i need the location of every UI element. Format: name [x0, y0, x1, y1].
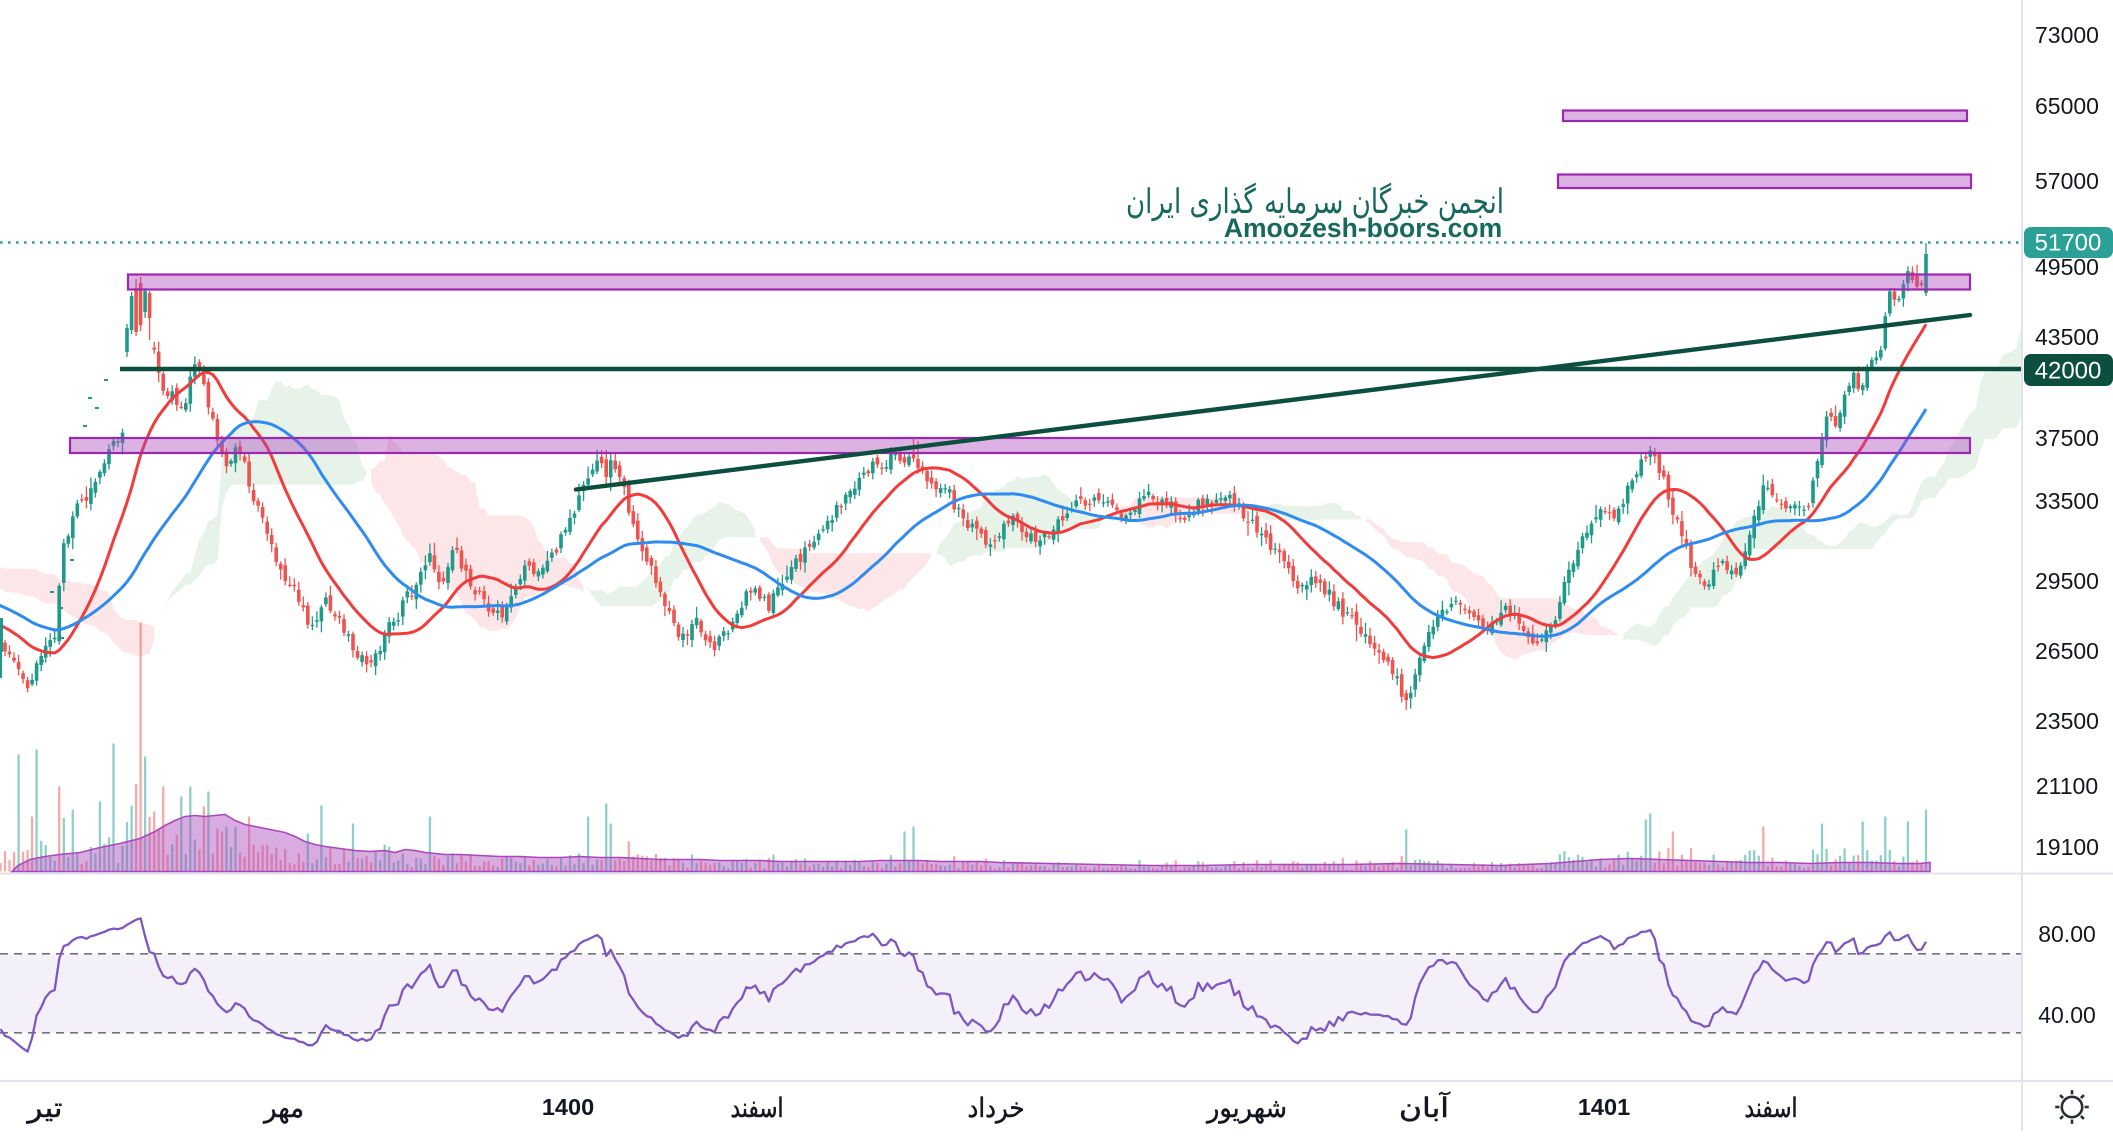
svg-text:65000: 65000 [2035, 93, 2099, 119]
svg-text:21100: 21100 [2036, 773, 2098, 799]
svg-text:42000: 42000 [2035, 358, 2102, 385]
svg-text:33500: 33500 [2035, 488, 2099, 514]
svg-text:Amoozesh-boors.com: Amoozesh-boors.com [1224, 213, 1502, 243]
svg-text:73000: 73000 [2035, 22, 2099, 48]
svg-text:43500: 43500 [2035, 324, 2099, 350]
svg-text:29500: 29500 [2035, 568, 2099, 594]
svg-text:19100: 19100 [2035, 834, 2099, 860]
svg-text:1400: 1400 [542, 1094, 594, 1120]
svg-text:37500: 37500 [2035, 425, 2099, 451]
svg-text:40.00: 40.00 [2038, 1002, 2096, 1028]
svg-text:23500: 23500 [2035, 708, 2099, 734]
svg-text:80.00: 80.00 [2038, 921, 2096, 947]
svg-text:51700: 51700 [2035, 230, 2102, 257]
svg-text:57000: 57000 [2035, 168, 2099, 194]
svg-text:1401: 1401 [1578, 1094, 1630, 1120]
svg-text:26500: 26500 [2035, 638, 2099, 664]
svg-text:49500: 49500 [2035, 254, 2099, 280]
